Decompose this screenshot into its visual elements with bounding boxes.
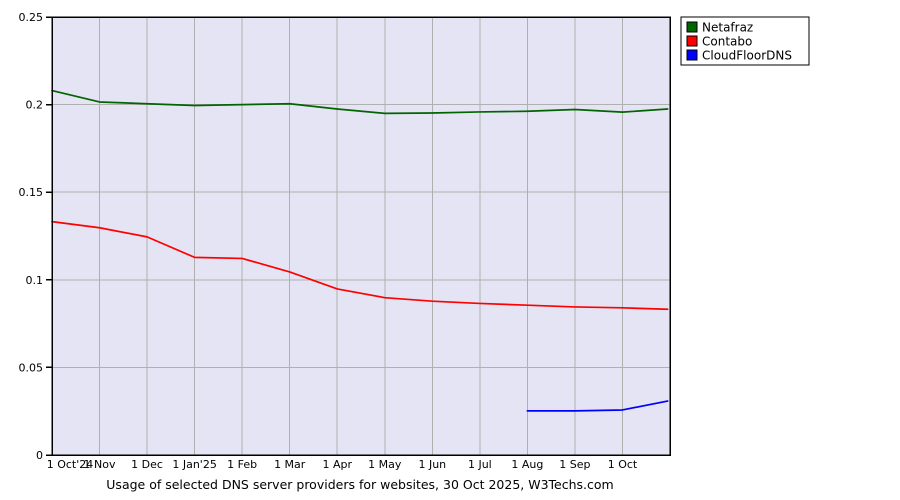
x-tick-label: 1 Oct <box>608 458 638 471</box>
x-tick-label: 1 Aug <box>511 458 543 471</box>
y-tick-label: 0.2 <box>26 99 44 112</box>
x-tick-label: 1 Dec <box>131 458 163 471</box>
legend-label-cloudfloordns: CloudFloorDNS <box>702 49 792 63</box>
x-tick-label: 1 Sep <box>559 458 590 471</box>
y-tick-label: 0.1 <box>26 274 44 287</box>
chart-caption: Usage of selected DNS server providers f… <box>106 477 613 492</box>
plot-frame <box>51 16 671 456</box>
series-lines <box>51 89 669 412</box>
x-tick-label: 1 Oct'24 <box>47 458 94 471</box>
series-line-contabo <box>51 220 669 311</box>
legend-label-contabo: Contabo <box>702 35 752 49</box>
legend-swatch-contabo <box>686 35 698 47</box>
x-tick-label: 1 Apr <box>322 458 352 471</box>
legend-swatch-netafraz <box>686 21 698 33</box>
legend-label-netafraz: Netafraz <box>702 21 753 35</box>
series-line-cloudfloordns <box>526 400 669 412</box>
plot-background <box>52 17 670 455</box>
legend-swatch-cloudfloordns <box>686 49 698 61</box>
x-tick-label: 1 Jun <box>418 458 446 471</box>
x-tick-label: 1 Nov <box>84 458 116 471</box>
y-tick-label: 0.25 <box>19 11 44 24</box>
x-tick-label: 1 May <box>368 458 402 471</box>
x-axis-ticks: 1 Oct'241 Nov 1 Dec 1 Jan'25 1 Feb 1 Mar 1 Ap… <box>47 458 638 471</box>
y-tick-label: 0.15 <box>19 186 44 199</box>
y-tick-label: 0 <box>36 449 43 462</box>
legend-box <box>680 16 810 66</box>
x-tick-label: 1 Jul <box>468 458 492 471</box>
x-tick-label: 1 Jan'25 <box>172 458 216 471</box>
y-axis-ticks: 0 0.05 0.1 0.15 0.2 0.25 <box>19 11 52 462</box>
series-line-netafraz <box>51 89 669 115</box>
y-tick-label: 0.05 <box>19 361 44 374</box>
grid-lines <box>52 16 670 455</box>
x-tick-label: 1 Mar <box>274 458 306 471</box>
x-tick-label: 1 Feb <box>227 458 257 471</box>
